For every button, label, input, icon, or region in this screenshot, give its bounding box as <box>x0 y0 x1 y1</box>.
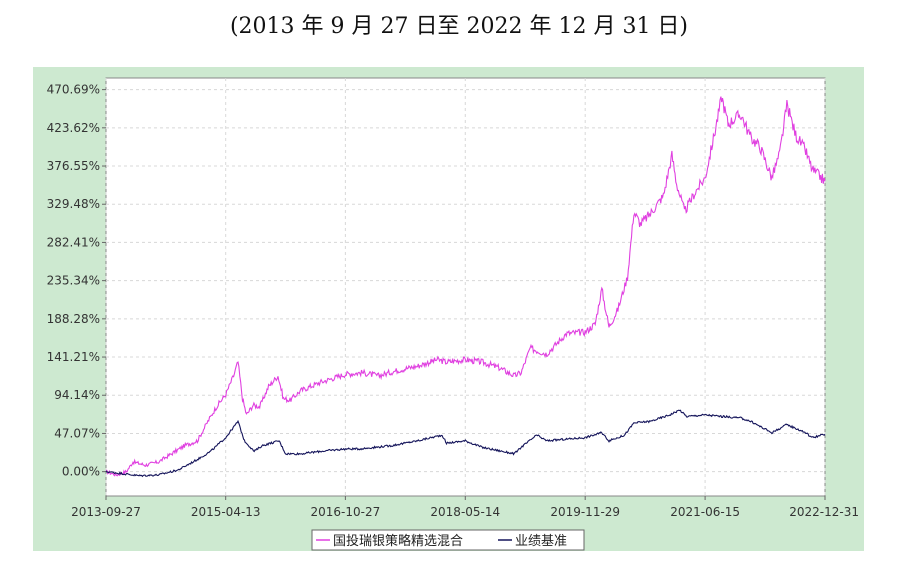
x-tick-label: 2019-11-29 <box>550 505 620 519</box>
chart-title: (2013 年 9 月 27 日至 2022 年 12 月 31 日) <box>229 14 689 39</box>
y-tick-label: 47.07% <box>54 426 100 440</box>
y-axis-ticks: 0.00% 47.07% 94.14% 141.21% 188.28% 235.34% 28… <box>47 83 106 479</box>
legend-box <box>311 529 585 551</box>
x-tick-label: 2022-12-31 <box>789 505 859 519</box>
y-tick-label: 470.69% <box>47 83 100 97</box>
legend-label-benchmark: 业绩基准 <box>515 534 567 549</box>
y-tick-label: 188.28% <box>47 312 100 326</box>
x-axis-ticks: 2013-09-27 2015-04-13 2016-10-27 2018-05-14… <box>71 496 859 519</box>
y-tick-label: 282.41% <box>47 235 100 249</box>
x-tick-label: 2018-05-14 <box>430 505 500 519</box>
x-tick-label: 2021-06-15 <box>670 505 740 519</box>
y-tick-label: 423.62% <box>47 121 100 135</box>
y-tick-label: 0.00% <box>62 465 100 479</box>
grid-lines <box>105 78 826 496</box>
series-lines <box>105 96 826 478</box>
y-tick-label: 141.21% <box>47 350 100 364</box>
y-tick-label: 376.55% <box>47 159 100 173</box>
legend-label-fund: 国投瑞银策略精选混合 <box>333 533 463 549</box>
legend: 国投瑞银策略精选混合 业绩基准 <box>311 529 585 551</box>
x-tick-label: 2013-09-27 <box>71 505 141 519</box>
series-line-fund <box>105 96 826 477</box>
y-tick-label: 235.34% <box>47 274 100 288</box>
y-tick-label: 329.48% <box>47 197 100 211</box>
y-tick-label: 94.14% <box>54 388 100 402</box>
x-tick-label: 2015-04-13 <box>191 505 261 519</box>
series-line-benchmark <box>105 409 826 478</box>
x-tick-label: 2016-10-27 <box>311 505 381 519</box>
